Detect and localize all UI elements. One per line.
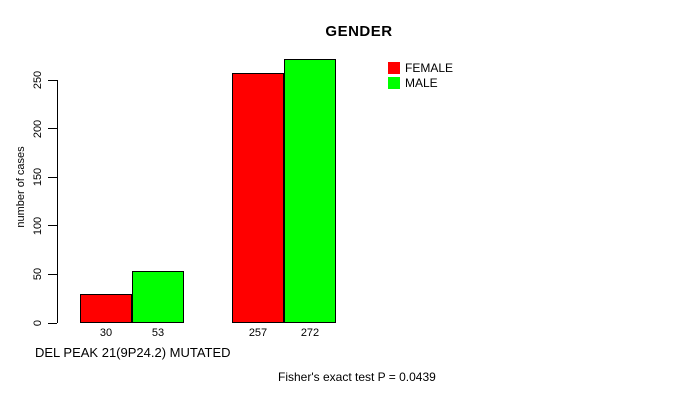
legend-label: MALE [405, 76, 438, 90]
fisher-test-annotation: Fisher's exact test P = 0.0439 [278, 370, 436, 384]
bar-value-label: 30 [99, 327, 113, 339]
chart-title: GENDER [325, 23, 393, 40]
y-tick-mark [48, 225, 57, 227]
y-tick-mark [48, 322, 57, 324]
bar-male-group1 [132, 271, 184, 323]
y-tick-label: 200 [32, 119, 44, 138]
legend-swatch-icon [388, 62, 400, 74]
x-category-label: DEL PEAK 21(9P24.2) MUTATED [35, 345, 231, 360]
y-tick-label: 150 [32, 168, 44, 187]
y-tick-mark [48, 79, 57, 81]
y-tick-label: 250 [32, 70, 44, 90]
legend-item-male: MALE [388, 77, 453, 89]
legend-swatch-icon [388, 77, 400, 89]
bar-value-label: 53 [151, 327, 165, 339]
y-axis-label: number of cases [15, 146, 27, 228]
y-tick-label: 0 [32, 319, 44, 327]
bar-female-group2 [232, 73, 284, 323]
bar-value-label: 257 [248, 327, 268, 339]
legend: FEMALE MALE [388, 62, 453, 92]
y-tick-label: 50 [32, 268, 44, 281]
y-tick-mark [48, 273, 57, 275]
y-tick-label: 100 [32, 216, 44, 235]
y-tick-mark [48, 176, 57, 178]
y-axis-line [57, 80, 58, 323]
bar-female-group1 [80, 294, 132, 323]
bar-male-group2 [284, 59, 336, 323]
y-tick-mark [48, 128, 57, 130]
bar-value-label: 272 [300, 327, 320, 339]
legend-label: FEMALE [405, 61, 454, 75]
legend-item-female: FEMALE [388, 62, 453, 74]
